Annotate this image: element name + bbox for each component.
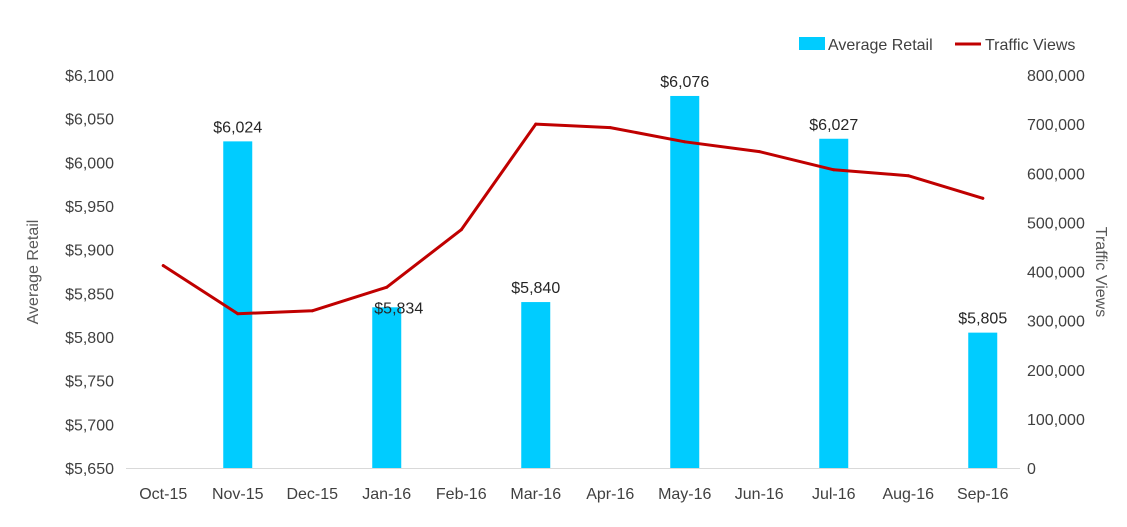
line-point-traffic-views bbox=[757, 150, 761, 154]
bar-average-retail bbox=[670, 95, 700, 469]
right-axis-title: Traffic Views bbox=[1092, 227, 1109, 317]
right-tick-label: 200,000 bbox=[1027, 363, 1085, 380]
right-tick-label: 300,000 bbox=[1027, 314, 1085, 331]
left-tick-label: $5,850 bbox=[65, 286, 114, 303]
line-point-traffic-views bbox=[534, 122, 538, 126]
line-point-traffic-views bbox=[608, 126, 612, 130]
x-axis-ticks: Oct-15 Nov-15 Dec-15 Jan-16 Feb-16 Mar-16 Apr-… bbox=[139, 486, 1008, 503]
bar-data-label: $6,024 bbox=[213, 119, 262, 136]
x-tick-label: Apr-16 bbox=[586, 486, 634, 503]
bar-average-retail bbox=[372, 307, 402, 468]
right-tick-label: 100,000 bbox=[1027, 412, 1085, 429]
bar-average-retail bbox=[819, 138, 849, 468]
bar-data-label: $6,027 bbox=[809, 117, 858, 134]
x-tick-label: Dec-15 bbox=[286, 486, 338, 503]
right-tick-label: 800,000 bbox=[1027, 68, 1085, 85]
left-tick-label: $5,950 bbox=[65, 199, 114, 216]
left-axis-ticks: $5,650 $5,700 $5,750 $5,800 $5,850 $5,900 $5,9… bbox=[65, 68, 114, 478]
x-tick-label: Aug-16 bbox=[882, 486, 934, 503]
line-point-traffic-views bbox=[832, 168, 836, 172]
bar-data-label: $5,840 bbox=[511, 280, 560, 297]
line-point-traffic-views bbox=[161, 264, 165, 268]
bar-average-retail bbox=[968, 332, 998, 468]
x-tick-label: Mar-16 bbox=[510, 486, 561, 503]
bar-data-label: $5,834 bbox=[374, 300, 423, 317]
left-tick-label: $5,750 bbox=[65, 374, 114, 391]
bar-average-retail bbox=[223, 141, 253, 468]
left-tick-label: $6,050 bbox=[65, 112, 114, 129]
legend-swatch-average-retail bbox=[799, 37, 825, 50]
right-tick-label: 700,000 bbox=[1027, 117, 1085, 134]
x-tick-label: Jun-16 bbox=[735, 486, 784, 503]
right-tick-label: 600,000 bbox=[1027, 166, 1085, 183]
legend-label-traffic-views: Traffic Views bbox=[985, 37, 1075, 54]
left-tick-label: $5,800 bbox=[65, 330, 114, 347]
right-tick-label: 400,000 bbox=[1027, 265, 1085, 282]
left-axis-title: Average Retail bbox=[25, 220, 42, 325]
bar-series-average-retail bbox=[223, 95, 998, 469]
line-point-traffic-views bbox=[981, 196, 985, 200]
left-tick-label: $5,650 bbox=[65, 461, 114, 478]
line-point-traffic-views bbox=[385, 285, 389, 289]
legend: Average Retail Traffic Views bbox=[799, 37, 1075, 54]
legend-label-average-retail: Average Retail bbox=[828, 37, 933, 54]
x-tick-label: Nov-15 bbox=[212, 486, 264, 503]
line-traffic-views bbox=[161, 122, 985, 316]
line-series-traffic-views bbox=[161, 122, 985, 316]
line-point-traffic-views bbox=[906, 174, 910, 178]
right-tick-label: 0 bbox=[1027, 461, 1036, 478]
x-tick-label: Jul-16 bbox=[812, 486, 856, 503]
right-tick-label: 500,000 bbox=[1027, 215, 1085, 232]
line-point-traffic-views bbox=[310, 309, 314, 313]
line-point-traffic-views bbox=[683, 140, 687, 144]
left-tick-label: $6,100 bbox=[65, 68, 114, 85]
line-point-traffic-views bbox=[236, 312, 240, 316]
left-tick-label: $6,000 bbox=[65, 155, 114, 172]
x-tick-label: May-16 bbox=[658, 486, 711, 503]
bar-average-retail bbox=[521, 302, 551, 468]
right-axis-ticks: 0 100,000 200,000 300,000 400,000 500,000 600,… bbox=[1027, 68, 1085, 478]
x-tick-label: Sep-16 bbox=[957, 486, 1009, 503]
bar-data-labels: $6,024 $5,834 $5,840 $6,076 $6,027 $5,805 bbox=[213, 74, 1007, 328]
line-point-traffic-views bbox=[459, 228, 463, 232]
left-tick-label: $5,900 bbox=[65, 243, 114, 260]
x-tick-label: Jan-16 bbox=[362, 486, 411, 503]
left-tick-label: $5,700 bbox=[65, 417, 114, 434]
x-tick-label: Feb-16 bbox=[436, 486, 487, 503]
x-tick-label: Oct-15 bbox=[139, 486, 187, 503]
bar-data-label: $5,805 bbox=[958, 311, 1007, 328]
bar-data-label: $6,076 bbox=[660, 74, 709, 91]
